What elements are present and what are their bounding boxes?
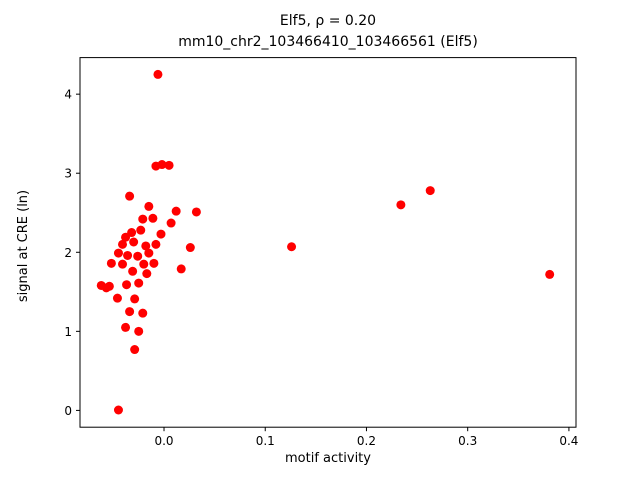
data-point — [128, 266, 138, 276]
data-point — [121, 232, 131, 242]
data-point — [425, 186, 435, 196]
data-point — [156, 229, 166, 239]
data-point — [118, 259, 128, 269]
data-point — [139, 259, 149, 269]
data-point — [130, 294, 140, 304]
y-tick-label: 3 — [64, 167, 72, 181]
data-point — [185, 243, 195, 253]
data-point — [125, 191, 135, 201]
data-point — [149, 258, 159, 268]
data-points-layer — [96, 69, 555, 415]
plot-spines — [79, 57, 577, 428]
y-axis-label: signal at CRE (ln) — [16, 190, 31, 302]
data-point — [118, 239, 128, 249]
data-point — [106, 258, 116, 268]
data-point — [138, 214, 148, 224]
data-point — [123, 250, 133, 260]
data-point — [113, 248, 123, 258]
data-point — [122, 280, 132, 290]
data-point — [287, 242, 297, 252]
axes-layer: 0.0 0.1 0.2 0.3 0.4 0 1 2 3 4 — [64, 57, 578, 448]
data-point — [396, 200, 406, 210]
data-point — [133, 251, 143, 261]
x-tick-label: 0.2 — [357, 434, 376, 448]
data-point — [176, 264, 186, 274]
data-point — [134, 326, 144, 336]
data-point — [545, 269, 555, 279]
data-point — [136, 225, 146, 235]
y-tick-label: 4 — [64, 88, 72, 102]
data-point — [130, 345, 140, 355]
plot-title-line1: Elf5, ρ = 0.20 — [280, 13, 376, 29]
data-point — [164, 160, 174, 170]
x-tick-label: 0.3 — [458, 434, 477, 448]
data-point — [148, 213, 158, 223]
data-point — [121, 322, 131, 332]
x-axis-label: motif activity — [285, 451, 371, 466]
data-point — [166, 218, 176, 228]
data-point — [144, 248, 154, 258]
x-tick-label: 0.4 — [559, 434, 578, 448]
data-point — [171, 206, 181, 216]
data-point — [191, 207, 201, 217]
data-point — [125, 307, 135, 317]
y-tick-label: 2 — [64, 246, 72, 260]
data-point — [129, 237, 139, 247]
data-point — [112, 293, 122, 303]
data-point — [151, 239, 161, 249]
data-point — [157, 160, 167, 170]
plot-title-line2: mm10_chr2_103466410_103466561 (Elf5) — [178, 34, 478, 50]
data-point — [113, 405, 123, 415]
data-point — [142, 269, 152, 279]
x-tick-label: 0.0 — [154, 434, 173, 448]
data-point — [134, 278, 144, 288]
data-point — [153, 69, 163, 79]
data-point — [127, 228, 137, 238]
data-point — [144, 201, 154, 211]
data-point — [104, 281, 114, 291]
y-tick-label: 0 — [64, 404, 72, 418]
data-point — [141, 241, 151, 251]
x-tick-label: 0.1 — [256, 434, 275, 448]
data-point — [138, 308, 148, 318]
y-tick-label: 1 — [64, 325, 72, 339]
